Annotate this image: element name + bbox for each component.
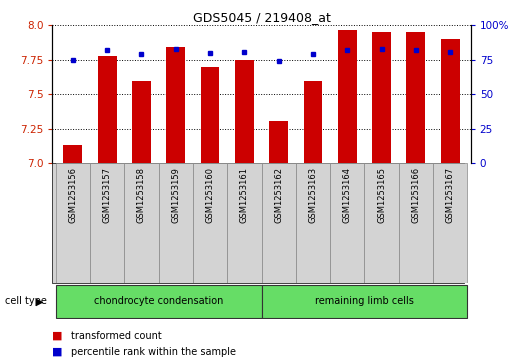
Text: GSM1253160: GSM1253160	[206, 167, 214, 223]
Text: GSM1253161: GSM1253161	[240, 167, 249, 223]
Bar	[124, 163, 158, 283]
Bar	[193, 163, 227, 283]
Bar	[90, 163, 124, 283]
Text: GSM1253159: GSM1253159	[171, 167, 180, 223]
Bar	[296, 163, 330, 283]
Bar	[372, 32, 391, 163]
Bar	[338, 29, 357, 163]
Bar	[262, 285, 467, 318]
Text: GSM1253156: GSM1253156	[69, 167, 77, 223]
Text: cell type: cell type	[5, 296, 47, 306]
Text: ■: ■	[52, 347, 63, 357]
Bar	[56, 285, 262, 318]
Bar	[158, 163, 193, 283]
Text: GSM1253157: GSM1253157	[103, 167, 112, 223]
Bar	[235, 60, 254, 163]
Text: transformed count: transformed count	[71, 331, 162, 341]
Bar	[303, 81, 322, 163]
Bar	[330, 163, 365, 283]
Text: GSM1253158: GSM1253158	[137, 167, 146, 223]
Title: GDS5045 / 219408_at: GDS5045 / 219408_at	[192, 11, 331, 24]
Bar	[433, 163, 467, 283]
Text: GSM1253167: GSM1253167	[446, 167, 454, 223]
Text: ▶: ▶	[36, 296, 43, 306]
Bar	[132, 81, 151, 163]
Text: chondrocyte condensation: chondrocyte condensation	[94, 296, 223, 306]
Text: GSM1253163: GSM1253163	[309, 167, 317, 223]
Bar	[365, 163, 399, 283]
Text: remaining limb cells: remaining limb cells	[315, 296, 414, 306]
Bar	[201, 67, 220, 163]
Text: percentile rank within the sample: percentile rank within the sample	[71, 347, 235, 357]
Bar	[406, 32, 425, 163]
Bar	[262, 163, 296, 283]
Bar	[98, 56, 117, 163]
Text: GSM1253166: GSM1253166	[411, 167, 420, 223]
Text: GSM1253164: GSM1253164	[343, 167, 352, 223]
Text: ■: ■	[52, 331, 63, 341]
Text: GSM1253162: GSM1253162	[274, 167, 283, 223]
Bar	[441, 39, 460, 163]
Bar	[56, 163, 90, 283]
Bar	[269, 121, 288, 163]
Bar	[63, 146, 82, 163]
Bar	[399, 163, 433, 283]
Bar	[166, 48, 185, 163]
Bar	[227, 163, 262, 283]
Text: GSM1253165: GSM1253165	[377, 167, 386, 223]
